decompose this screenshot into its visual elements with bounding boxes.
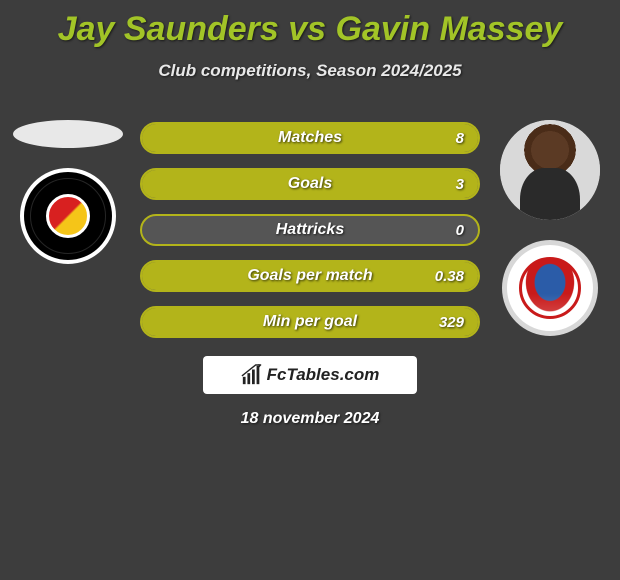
stat-fill (142, 170, 478, 198)
brand-text: FcTables.com (267, 365, 380, 385)
stat-fill (142, 124, 478, 152)
stat-fill (142, 308, 478, 336)
left-column (8, 120, 128, 264)
stat-row: Goals3 (140, 168, 480, 200)
player2-club-badge (502, 240, 598, 336)
stat-row: Matches8 (140, 122, 480, 154)
player2-avatar (500, 120, 600, 220)
stat-row: Min per goal329 (140, 306, 480, 338)
stat-value-right: 329 (439, 314, 464, 331)
stats-panel: Matches8 Goals3 Hattricks0 Goals per match0… (140, 122, 480, 338)
stat-value-right: 0 (456, 222, 464, 239)
player1-club-badge (20, 168, 116, 264)
stat-value-right: 3 (456, 176, 464, 193)
player2-photo (500, 120, 600, 220)
right-column (490, 120, 610, 336)
stat-label: Hattricks (142, 221, 478, 239)
stat-row: Goals per match0.38 (140, 260, 480, 292)
club-badge-shield (519, 257, 581, 319)
subtitle: Club competitions, Season 2024/2025 (0, 61, 620, 81)
title-player2: Gavin Massey (336, 10, 563, 48)
club-badge-ring (30, 178, 106, 254)
date-text: 18 november 2024 (0, 410, 620, 428)
title-vs: vs (288, 10, 326, 48)
stat-value-right: 8 (456, 130, 464, 147)
stat-value-right: 0.38 (435, 268, 464, 285)
page-title: Jay Saunders vs Gavin Massey (0, 0, 620, 49)
title-player1: Jay Saunders (58, 10, 279, 48)
player1-avatar (13, 120, 123, 148)
brand-box[interactable]: FcTables.com (203, 356, 417, 394)
bar-chart-growth-icon (241, 364, 263, 386)
stat-fill (142, 262, 478, 290)
stat-row: Hattricks0 (140, 214, 480, 246)
